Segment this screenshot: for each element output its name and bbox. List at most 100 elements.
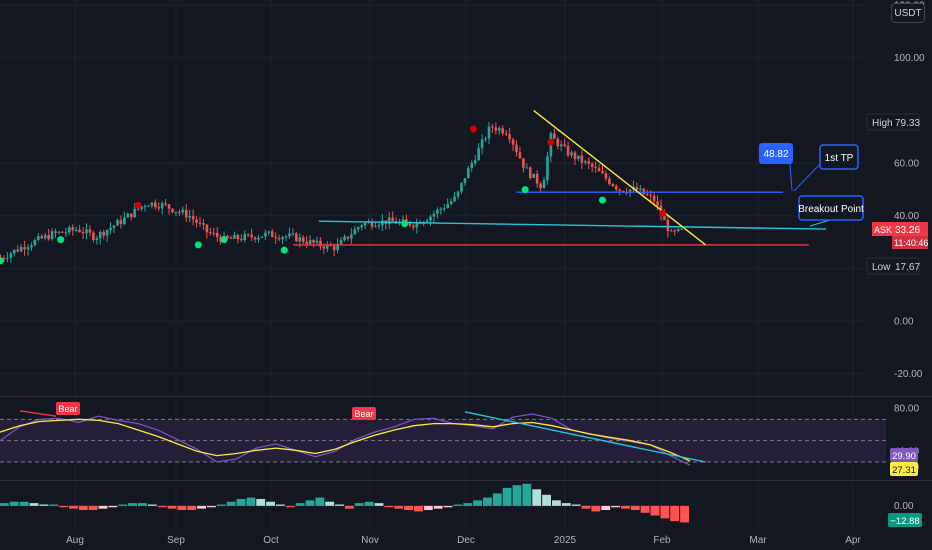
x-tick-label: Nov <box>361 535 379 546</box>
candle-body <box>501 128 505 134</box>
macd-histogram-bar <box>601 505 611 511</box>
macd-histogram-bar <box>542 494 551 506</box>
candle-body <box>673 230 677 232</box>
candle-body <box>456 191 460 197</box>
candle-body <box>343 236 346 240</box>
target-price-callout[interactable]: 48.82 <box>759 143 793 164</box>
macd-histogram-bar <box>0 503 9 506</box>
candle-body <box>387 217 391 225</box>
candle-body <box>491 126 494 128</box>
macd-histogram-bar <box>483 497 492 506</box>
macd-histogram-bar <box>433 505 443 509</box>
candle-body <box>460 182 463 192</box>
macd-histogram-bar <box>216 504 226 506</box>
buy-signal-dot <box>57 236 65 244</box>
candle-body <box>577 155 580 159</box>
x-tick-label: Apr <box>845 535 861 546</box>
candle-body <box>639 188 642 190</box>
candle-body <box>601 171 604 174</box>
candle-body <box>205 224 209 233</box>
candle-body <box>473 160 477 164</box>
buy-signal-dot <box>194 241 202 249</box>
macd-histogram-bar <box>207 505 216 508</box>
candle-body <box>370 221 374 227</box>
target-price-text: 48.82 <box>763 149 788 160</box>
macd-histogram-bar <box>266 501 275 506</box>
macd-histogram-bar <box>414 505 423 512</box>
drawn-lines <box>292 110 831 246</box>
candle-body <box>154 202 157 208</box>
macd-histogram-bar <box>443 505 453 508</box>
candle-body <box>680 228 683 230</box>
candle-body <box>621 190 625 193</box>
macd-histogram-bar <box>59 505 68 508</box>
candle-body <box>408 221 412 226</box>
candle-body <box>68 227 71 233</box>
macd-histogram-bar <box>256 498 266 506</box>
macd-histogram-bar <box>532 489 542 506</box>
rsi-panel <box>0 396 932 466</box>
candle-body <box>614 186 618 190</box>
candle-body <box>439 208 443 210</box>
candle-body <box>350 234 353 239</box>
candle-body <box>198 222 202 224</box>
candle-body <box>174 211 178 213</box>
candle-body <box>12 249 16 254</box>
first-tp-callout[interactable]: 1st TP <box>819 144 859 170</box>
candle-body <box>494 127 498 131</box>
macd-histogram-bar <box>246 497 256 506</box>
macd-histogram-bar <box>177 505 187 511</box>
macd-histogram-bar <box>502 487 512 506</box>
x-tick-label: Mar <box>749 535 767 546</box>
candle-body <box>590 163 594 167</box>
candle-body <box>246 234 250 236</box>
buy-signal-dot <box>401 220 409 228</box>
candle-body <box>229 237 233 239</box>
candle-body <box>191 215 195 220</box>
candle-body <box>257 237 260 240</box>
ask-label-text: ASK <box>874 225 892 235</box>
candle-body <box>477 148 480 161</box>
candle-body <box>260 236 264 238</box>
candle-body <box>405 219 408 222</box>
macd-histogram-bar <box>147 504 157 506</box>
breakout-callout[interactable]: Breakout Point <box>798 195 864 221</box>
macd-histogram-bar <box>581 505 591 509</box>
candle-body <box>508 134 511 140</box>
rsi-ma-line <box>0 418 691 462</box>
candle-body <box>559 144 563 147</box>
y-tick-label: 40.00 <box>894 211 919 222</box>
candle-body <box>50 231 54 240</box>
candle-body <box>656 201 659 206</box>
macd-histogram-bar <box>29 503 39 506</box>
candle-body <box>484 138 487 140</box>
ask-label: ASK 33.26 11:40:46 <box>872 222 928 249</box>
macd-value-text: −12.88 <box>890 516 919 527</box>
candle-body <box>274 237 277 239</box>
macd-histogram-bar <box>98 505 108 509</box>
x-tick-label: Sep <box>167 535 185 546</box>
buy-signal-dot <box>0 257 4 265</box>
breakout-text: Breakout Point <box>798 204 864 215</box>
macd-histogram-bar <box>187 505 197 511</box>
candle-body <box>81 231 85 234</box>
x-tick-label: 2025 <box>554 535 577 546</box>
candle-body <box>628 189 632 193</box>
macd-histogram-bar <box>167 505 177 509</box>
candle-body <box>670 230 673 232</box>
candle-body <box>150 202 154 206</box>
candle-body <box>6 257 9 259</box>
currency-button[interactable]: USDT <box>891 3 925 23</box>
candle-body <box>463 178 467 183</box>
macd-histogram-bar <box>660 505 670 519</box>
candle-body <box>123 217 126 224</box>
candle-body <box>88 229 92 233</box>
candle-body <box>587 161 591 164</box>
candle-body <box>284 236 288 238</box>
macd-histogram-bar <box>78 505 88 511</box>
candle-body <box>563 144 566 146</box>
candle-body <box>178 211 181 213</box>
macd-histogram-bar <box>39 504 49 506</box>
macd-histogram-bar <box>335 504 344 506</box>
